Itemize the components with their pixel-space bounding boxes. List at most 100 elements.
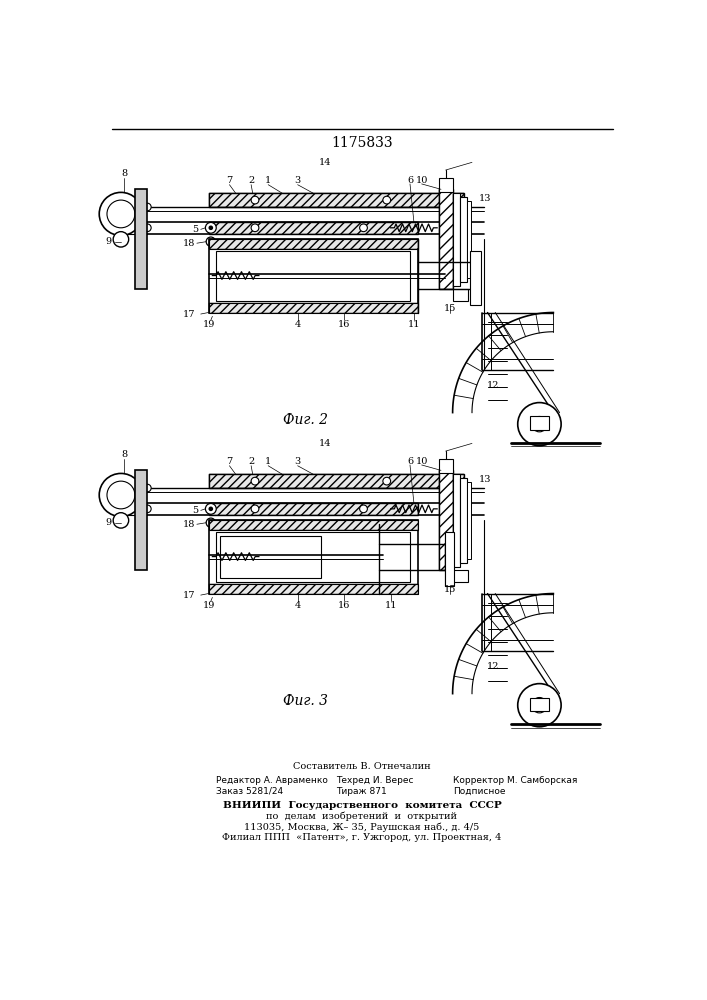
Text: 18: 18: [183, 239, 195, 248]
Text: 3: 3: [295, 457, 300, 466]
Text: Составитель В. Отнечалин: Составитель В. Отнечалин: [293, 762, 431, 771]
Bar: [209, 474, 464, 488]
Text: Тираж 871: Тираж 871: [337, 787, 387, 796]
Circle shape: [144, 484, 151, 492]
Text: 7: 7: [226, 176, 233, 185]
Circle shape: [209, 225, 213, 230]
Bar: [209, 503, 418, 515]
Bar: [220, 536, 321, 578]
Text: 4: 4: [295, 320, 300, 329]
Bar: [452, 193, 460, 286]
Circle shape: [518, 403, 561, 446]
Circle shape: [206, 518, 216, 527]
Bar: [135, 189, 147, 289]
Bar: [216, 532, 410, 582]
Text: 16: 16: [338, 601, 350, 610]
Bar: [209, 239, 418, 249]
Bar: [209, 303, 418, 312]
Text: 12: 12: [486, 662, 499, 671]
Bar: [530, 698, 549, 711]
Text: 19: 19: [202, 320, 215, 329]
Circle shape: [99, 473, 143, 517]
Circle shape: [532, 416, 547, 432]
Text: 16: 16: [338, 320, 350, 329]
Text: 2: 2: [248, 176, 255, 185]
Bar: [438, 189, 452, 289]
Bar: [452, 570, 468, 582]
Bar: [460, 478, 467, 563]
Text: 14: 14: [318, 439, 331, 448]
Bar: [460, 197, 467, 282]
Text: по  делам  изобретений  и  открытий: по делам изобретений и открытий: [267, 811, 457, 821]
Text: 113035, Москва, Ж– 35, Раушская наб., д. 4/5: 113035, Москва, Ж– 35, Раушская наб., д.…: [245, 822, 479, 832]
Bar: [438, 178, 452, 192]
Text: Фиг. 2: Фиг. 2: [283, 413, 328, 427]
Text: ВНИИПИ  Государственного  комитета  СССР: ВНИИПИ Государственного комитета СССР: [223, 801, 501, 810]
Circle shape: [360, 224, 368, 232]
Bar: [467, 482, 472, 559]
Bar: [209, 520, 418, 530]
Text: Фиг. 3: Фиг. 3: [283, 694, 328, 708]
Circle shape: [251, 477, 259, 485]
Text: 13: 13: [479, 475, 491, 484]
Text: 17: 17: [183, 310, 195, 319]
Circle shape: [144, 203, 151, 211]
Text: 19: 19: [202, 601, 215, 610]
Bar: [209, 303, 418, 312]
Text: Редактор А. Авраменко: Редактор А. Авраменко: [216, 776, 328, 785]
Bar: [438, 189, 452, 289]
Bar: [438, 470, 452, 570]
Bar: [470, 251, 481, 305]
Bar: [209, 474, 464, 488]
Circle shape: [113, 232, 129, 247]
Bar: [438, 470, 452, 570]
Bar: [209, 222, 418, 234]
Text: 9: 9: [105, 237, 112, 246]
Bar: [209, 193, 464, 207]
Text: 6: 6: [407, 457, 413, 466]
Text: 5: 5: [192, 225, 199, 234]
Text: 1175833: 1175833: [331, 136, 393, 150]
Text: Техред И. Верес: Техред И. Верес: [337, 776, 414, 785]
Text: Корректор М. Самборская: Корректор М. Самборская: [452, 776, 577, 785]
Bar: [209, 520, 418, 530]
Text: 8: 8: [121, 450, 127, 459]
Circle shape: [251, 505, 259, 513]
Bar: [209, 584, 418, 594]
Circle shape: [107, 200, 135, 228]
Text: 7: 7: [226, 457, 233, 466]
Text: 12: 12: [486, 381, 499, 390]
Circle shape: [206, 503, 216, 514]
Circle shape: [99, 192, 143, 235]
Text: 3: 3: [295, 176, 300, 185]
Text: 18: 18: [183, 520, 195, 529]
Text: 10: 10: [416, 176, 428, 185]
Bar: [209, 503, 418, 515]
Circle shape: [206, 237, 216, 246]
Circle shape: [209, 507, 213, 511]
Text: 1: 1: [265, 176, 271, 185]
Bar: [438, 459, 452, 473]
Text: 6: 6: [407, 176, 413, 185]
Text: 13: 13: [479, 194, 491, 203]
Circle shape: [532, 698, 547, 713]
Text: 5: 5: [192, 506, 199, 515]
Bar: [135, 470, 147, 570]
Text: 14: 14: [318, 158, 331, 167]
Circle shape: [113, 513, 129, 528]
Circle shape: [144, 505, 151, 513]
Circle shape: [206, 222, 216, 233]
Circle shape: [383, 196, 391, 204]
Bar: [216, 251, 410, 301]
Text: 2: 2: [248, 457, 255, 466]
Bar: [467, 201, 472, 278]
Text: 1: 1: [265, 457, 271, 466]
Bar: [209, 239, 418, 249]
Bar: [209, 584, 418, 594]
Bar: [452, 474, 460, 567]
Text: Филиал ППП  «Патент», г. Ужгород, ул. Проектная, 4: Филиал ППП «Патент», г. Ужгород, ул. Про…: [222, 833, 502, 842]
Text: Заказ 5281/24: Заказ 5281/24: [216, 787, 284, 796]
Bar: [530, 416, 549, 430]
Text: 15: 15: [444, 585, 457, 594]
Bar: [209, 520, 418, 594]
